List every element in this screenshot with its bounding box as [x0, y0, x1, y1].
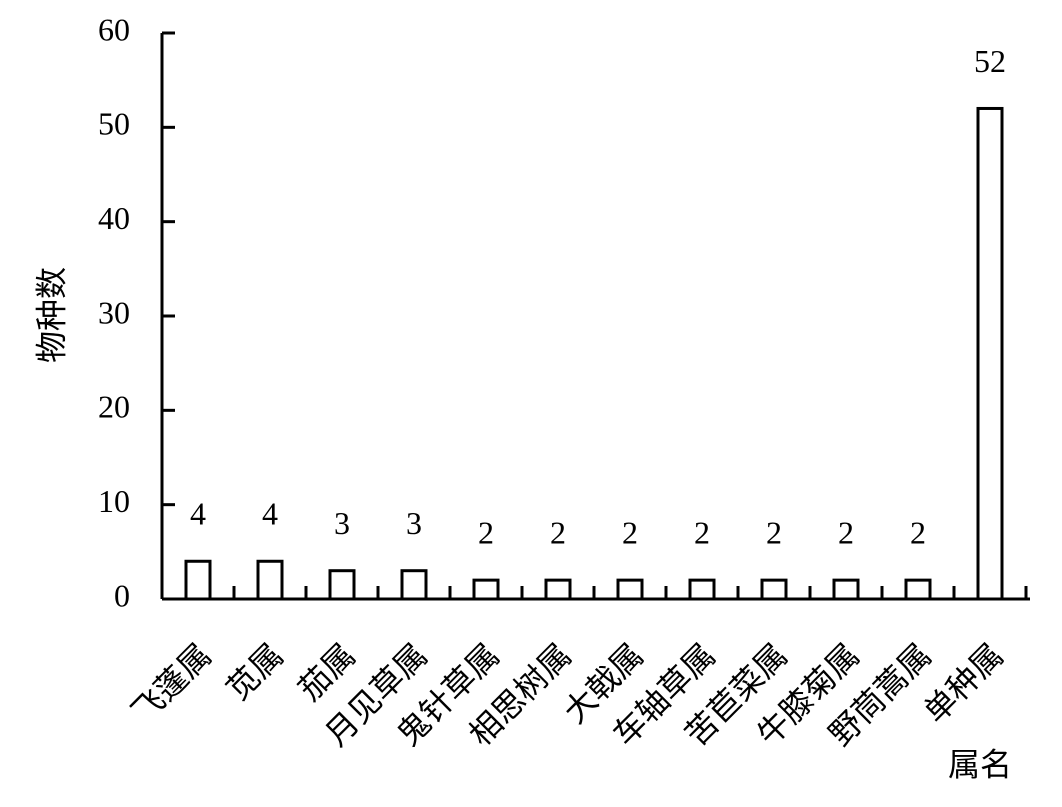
bar [328, 569, 356, 601]
y-tick-label: 50 [98, 106, 130, 142]
x-tick-label: 苋属 [219, 637, 290, 708]
bar [904, 578, 932, 601]
bar [688, 578, 716, 601]
data-label: 3 [406, 505, 422, 541]
data-label: 2 [766, 514, 782, 550]
data-label: 2 [550, 514, 566, 550]
data-label: 4 [190, 496, 206, 532]
bar [616, 578, 644, 601]
bar [760, 578, 788, 601]
bar [400, 569, 428, 601]
y-axis-label: 物种数 [33, 267, 69, 363]
data-label: 2 [622, 514, 638, 550]
bar [472, 578, 500, 601]
data-label: 2 [910, 514, 926, 550]
data-label: 2 [478, 514, 494, 550]
y-tick-label: 10 [98, 483, 130, 519]
bar [256, 559, 284, 601]
x-axis-label: 属名 [948, 746, 1012, 782]
bar [184, 559, 212, 601]
data-label: 3 [334, 505, 350, 541]
y-tick-label: 40 [98, 200, 130, 236]
x-tick-label: 飞蓬属 [125, 637, 218, 730]
bar [832, 578, 860, 601]
data-label: 4 [262, 496, 278, 532]
x-tick-label: 单种属 [917, 637, 1010, 730]
y-tick-label: 60 [98, 11, 130, 47]
data-label: 2 [694, 514, 710, 550]
bar [544, 578, 572, 601]
y-tick-label: 0 [114, 577, 130, 613]
y-tick-label: 30 [98, 294, 130, 330]
data-label: 2 [838, 514, 854, 550]
data-label: 52 [974, 43, 1006, 79]
bar [976, 106, 1004, 601]
y-tick-label: 20 [98, 389, 130, 425]
